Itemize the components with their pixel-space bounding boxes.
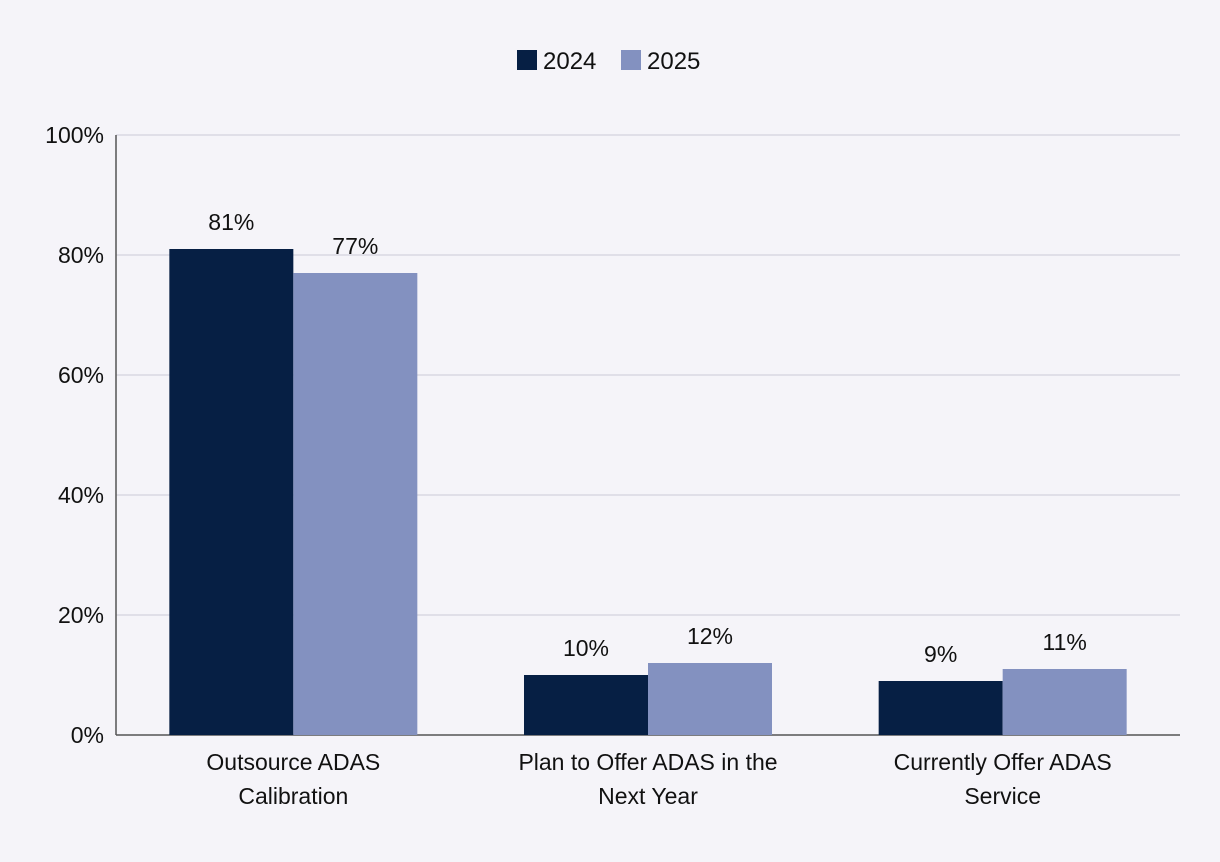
category-label: Calibration [238, 783, 348, 809]
legend-label: 2025 [647, 48, 700, 75]
bar-2025 [648, 663, 772, 735]
bars [169, 249, 1127, 735]
value-label: 77% [332, 233, 378, 259]
bar-2024 [524, 675, 648, 735]
legend: 2024 2025 [517, 48, 700, 75]
y-tick-label: 100% [45, 122, 104, 148]
bar-2024 [169, 249, 294, 735]
value-label: 9% [924, 641, 957, 667]
value-label: 12% [687, 623, 733, 649]
y-tick-label: 0% [71, 722, 104, 748]
legend-swatch-2025 [621, 50, 641, 70]
y-tick-label: 20% [58, 602, 104, 628]
y-tick-label: 60% [58, 362, 104, 388]
legend-label: 2024 [543, 48, 596, 75]
category-label: Outsource ADAS [206, 749, 380, 775]
bar-2025 [1002, 669, 1127, 735]
y-axis-ticks: 0% 20% 40% 60% 80% 100% [45, 122, 104, 748]
value-labels: 81% 77% 10% 12% 9% 11% [208, 209, 1087, 667]
category-label: Next Year [598, 783, 698, 809]
bar-2025 [293, 273, 418, 735]
y-tick-label: 80% [58, 242, 104, 268]
category-labels: Outsource ADAS Calibration Plan to Offer A… [206, 749, 1111, 809]
value-label: 10% [563, 635, 609, 661]
category-label: Plan to Offer ADAS in the [518, 749, 777, 775]
value-label: 81% [208, 209, 254, 235]
category-label: Service [964, 783, 1041, 809]
y-tick-label: 40% [58, 482, 104, 508]
value-label: 11% [1043, 629, 1087, 655]
category-label: Currently Offer ADAS [894, 749, 1112, 775]
legend-swatch-2024 [517, 50, 537, 70]
bar-2024 [878, 681, 1003, 735]
